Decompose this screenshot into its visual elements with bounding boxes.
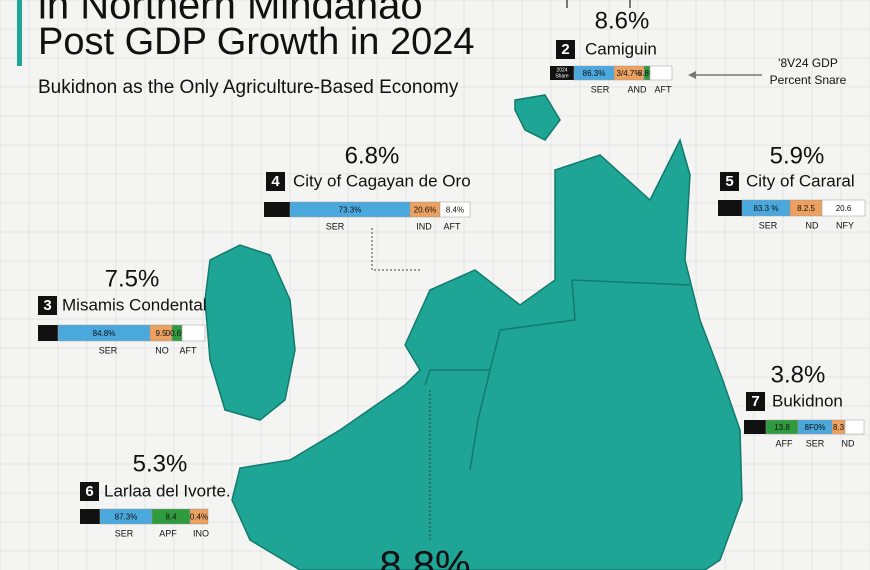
footer-value: 8.8%	[379, 544, 470, 570]
bar-tag-text: Share	[555, 73, 569, 79]
segment-label: 8F0%	[805, 423, 826, 432]
arrow-head	[688, 71, 696, 79]
camiguin-island	[514, 94, 561, 141]
sector-label: APF	[159, 528, 177, 538]
growth-value: 6.8%	[345, 142, 400, 169]
segment-label: 8.3	[833, 423, 845, 432]
rank-box	[556, 40, 575, 59]
sector-label: ND	[806, 220, 819, 230]
bar-tag	[550, 66, 574, 80]
mainland-shape	[231, 137, 743, 570]
legend-text: Percent Snare	[770, 73, 847, 87]
sector-label: AFT	[655, 84, 673, 94]
sector-label: IND	[416, 221, 432, 231]
sector-label: SER	[99, 345, 118, 355]
segment-label: 3/4.7%	[617, 69, 642, 78]
rank-number: 7	[751, 393, 759, 410]
legend-text: '8V24 GDP	[778, 56, 838, 70]
growth-value: 3.8%	[771, 361, 826, 388]
leader-line	[371, 228, 420, 271]
bar-tag	[38, 325, 58, 341]
rank-box	[266, 172, 285, 191]
sector-label: AND	[627, 84, 647, 94]
rank-number: 5	[725, 173, 733, 190]
rank-number: 4	[271, 173, 280, 190]
sector-label: ND	[842, 438, 855, 448]
segment-label: 8.4	[165, 513, 177, 522]
region-name: City of Cagayan de Oro	[293, 171, 471, 190]
region-name: Bukidnon	[772, 391, 843, 410]
segment-label: 00.6%	[166, 329, 189, 338]
rank-number: 3	[43, 297, 51, 314]
sector-label: INO	[193, 528, 209, 538]
sector-label: NO	[155, 345, 169, 355]
segment-label: 9.5	[155, 329, 167, 338]
region-name: Larlaa del Ivorte.	[104, 481, 231, 500]
rank-box	[746, 392, 765, 411]
segment-label: 8.2.5	[797, 204, 815, 213]
bar-segment	[181, 324, 206, 342]
bar-segment	[439, 201, 471, 218]
growth-value: 7.5%	[105, 265, 160, 292]
sector-label: SER	[591, 84, 610, 94]
region-name: City of Cararal	[746, 171, 855, 190]
bar-tag	[718, 200, 742, 216]
segment-label: 20.6%	[414, 206, 437, 215]
segment-label: 83.3 %	[754, 204, 779, 213]
province-border	[430, 279, 691, 371]
region-name: Misamis Condental	[62, 295, 207, 314]
bar-tag	[744, 420, 766, 434]
rank-box	[38, 296, 57, 315]
title-accent	[17, 0, 22, 66]
segment-label: 0.4%	[190, 513, 208, 522]
sector-label: SER	[759, 220, 778, 230]
growth-value: 5.9%	[770, 142, 825, 169]
sector-label: AFT	[180, 345, 198, 355]
misamis-occidental-shape	[204, 244, 296, 421]
sector-label: SER	[326, 221, 345, 231]
rank-box	[80, 482, 99, 501]
subtitle: Bukidnon as the Only Agriculture-Based E…	[38, 77, 459, 98]
bar-segment	[821, 199, 866, 217]
province-border	[424, 369, 431, 386]
growth-value: 5.3%	[133, 450, 188, 477]
rank-box	[720, 172, 739, 191]
title-line: in Northern Mindanao	[38, 0, 423, 28]
bar-tag-text: 2024	[556, 67, 567, 73]
segment-label: 8.8%	[638, 69, 656, 78]
bar-segment	[844, 419, 865, 435]
segment-label: 8.4%	[446, 206, 464, 215]
rank-number: 6	[85, 483, 93, 500]
province-border	[469, 369, 491, 471]
segment-label: 87.3%	[115, 513, 138, 522]
sector-label: SER	[115, 528, 134, 538]
segment-label: 13.8	[774, 423, 790, 432]
title-line: Post GDP Growth in 2024	[38, 21, 475, 63]
segment-label: 86.3%	[583, 69, 606, 78]
segment-label: 20.6	[836, 204, 852, 213]
bar-segment	[649, 65, 673, 81]
segment-label: 73.3%	[339, 206, 362, 215]
sector-label: AFF	[776, 438, 794, 448]
bar-tag	[80, 509, 100, 524]
sector-label: SER	[806, 438, 825, 448]
rank-number: 2	[561, 41, 569, 58]
bar-segment	[189, 508, 209, 525]
region-name: Camiguin	[585, 39, 657, 58]
sector-label: NFY	[836, 220, 854, 230]
sector-label: AFT	[444, 221, 462, 231]
bar-tag	[264, 202, 290, 217]
growth-value: 8.6%	[595, 7, 650, 34]
segment-label: 84.8%	[93, 329, 116, 338]
map	[204, 94, 743, 570]
